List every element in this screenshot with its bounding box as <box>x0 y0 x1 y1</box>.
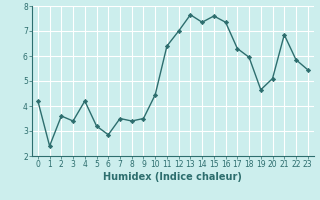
X-axis label: Humidex (Indice chaleur): Humidex (Indice chaleur) <box>103 172 242 182</box>
